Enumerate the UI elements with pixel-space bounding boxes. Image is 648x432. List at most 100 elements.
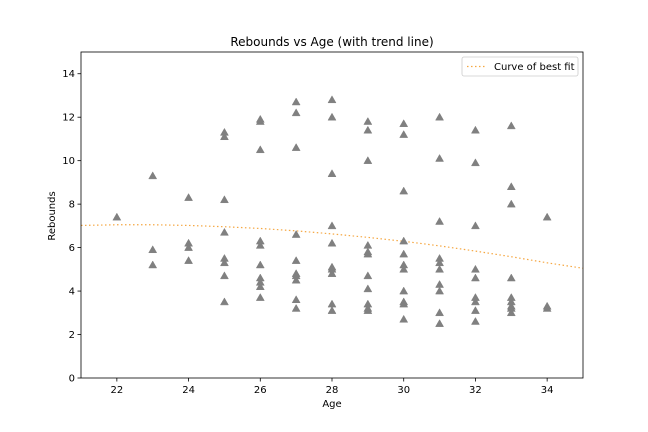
data-point bbox=[506, 308, 516, 317]
data-point bbox=[470, 125, 480, 134]
x-tick-label: 24 bbox=[182, 385, 195, 396]
data-point bbox=[435, 280, 445, 288]
x-axis-label: Age bbox=[322, 399, 341, 410]
y-tick-label: 10 bbox=[62, 156, 75, 167]
data-point bbox=[255, 282, 265, 290]
data-point bbox=[219, 297, 229, 306]
x-tick-label: 26 bbox=[254, 385, 267, 396]
data-point bbox=[470, 306, 480, 314]
data-point bbox=[291, 295, 301, 304]
data-point bbox=[327, 221, 337, 230]
data-point bbox=[327, 306, 337, 314]
data-point bbox=[470, 273, 480, 282]
y-tick-label: 14 bbox=[62, 69, 75, 80]
data-point bbox=[363, 271, 373, 280]
data-point bbox=[327, 238, 337, 247]
data-point bbox=[399, 286, 409, 295]
y-tick-label: 2 bbox=[69, 330, 75, 341]
data-point bbox=[255, 293, 265, 301]
data-point bbox=[506, 273, 516, 282]
data-point bbox=[399, 249, 409, 258]
data-point bbox=[470, 158, 480, 167]
data-point bbox=[470, 264, 480, 273]
data-point bbox=[148, 260, 158, 269]
trend-line bbox=[80, 224, 584, 269]
data-point bbox=[435, 153, 445, 162]
data-point bbox=[255, 117, 265, 125]
data-point bbox=[291, 97, 301, 106]
data-point bbox=[399, 264, 409, 273]
data-point bbox=[255, 260, 265, 269]
legend: Curve of best fit bbox=[461, 56, 579, 77]
data-point bbox=[399, 314, 409, 323]
data-point bbox=[148, 245, 158, 254]
data-point bbox=[363, 125, 373, 134]
data-point bbox=[327, 112, 337, 121]
data-point bbox=[327, 95, 337, 104]
data-point bbox=[542, 303, 552, 312]
data-point bbox=[291, 108, 301, 117]
data-point bbox=[291, 143, 301, 151]
plot-area bbox=[80, 95, 584, 327]
data-point bbox=[148, 171, 158, 180]
data-point bbox=[291, 303, 301, 312]
data-point bbox=[363, 306, 373, 314]
data-point bbox=[506, 199, 516, 208]
data-point bbox=[363, 284, 373, 293]
data-point bbox=[363, 156, 373, 164]
data-point bbox=[291, 230, 301, 238]
x-axis: 22 24 26 28 30 32 34 bbox=[110, 378, 554, 396]
y-tick-label: 0 bbox=[69, 374, 75, 385]
x-tick-label: 32 bbox=[469, 385, 482, 396]
data-point bbox=[435, 308, 445, 317]
data-point bbox=[399, 299, 409, 308]
data-point bbox=[219, 195, 229, 204]
x-tick-label: 30 bbox=[397, 385, 410, 396]
x-tick-label: 34 bbox=[541, 385, 554, 396]
data-point bbox=[291, 275, 301, 284]
y-axis-label: Rebounds bbox=[47, 191, 58, 240]
data-point bbox=[435, 217, 445, 225]
y-tick-label: 12 bbox=[62, 113, 75, 124]
data-point bbox=[219, 227, 229, 236]
chart-title: Rebounds vs Age (with trend line) bbox=[230, 35, 433, 49]
data-point bbox=[399, 186, 409, 195]
data-point bbox=[399, 119, 409, 127]
data-point bbox=[470, 316, 480, 325]
legend-box bbox=[461, 56, 579, 77]
data-point bbox=[470, 297, 480, 306]
data-point bbox=[363, 117, 373, 125]
data-point bbox=[435, 112, 445, 121]
data-point bbox=[219, 258, 229, 267]
data-point bbox=[184, 256, 194, 264]
data-point bbox=[435, 264, 445, 273]
data-point bbox=[184, 193, 194, 201]
data-point bbox=[327, 299, 337, 308]
data-point bbox=[363, 249, 373, 258]
data-point bbox=[470, 221, 480, 230]
y-axis: 0 2 4 6 8 10 12 14 bbox=[62, 69, 81, 385]
data-point bbox=[542, 212, 552, 221]
x-tick-label: 28 bbox=[326, 385, 339, 396]
data-point bbox=[506, 182, 516, 190]
data-point bbox=[399, 130, 409, 138]
data-point bbox=[506, 121, 516, 130]
data-point bbox=[255, 240, 265, 249]
y-tick-label: 4 bbox=[69, 287, 75, 298]
data-point bbox=[399, 236, 409, 245]
data-point bbox=[327, 269, 337, 277]
data-point bbox=[184, 243, 194, 251]
data-point bbox=[219, 132, 229, 141]
y-tick-label: 8 bbox=[69, 200, 75, 211]
data-point bbox=[435, 319, 445, 327]
plot-frame bbox=[80, 51, 584, 379]
x-tick-label: 22 bbox=[110, 385, 123, 396]
data-point bbox=[291, 256, 301, 264]
legend-label: Curve of best fit bbox=[494, 62, 575, 73]
data-point bbox=[435, 286, 445, 295]
y-tick-label: 6 bbox=[69, 243, 75, 254]
data-point bbox=[363, 240, 373, 249]
data-point bbox=[112, 212, 122, 221]
data-point bbox=[255, 145, 265, 154]
